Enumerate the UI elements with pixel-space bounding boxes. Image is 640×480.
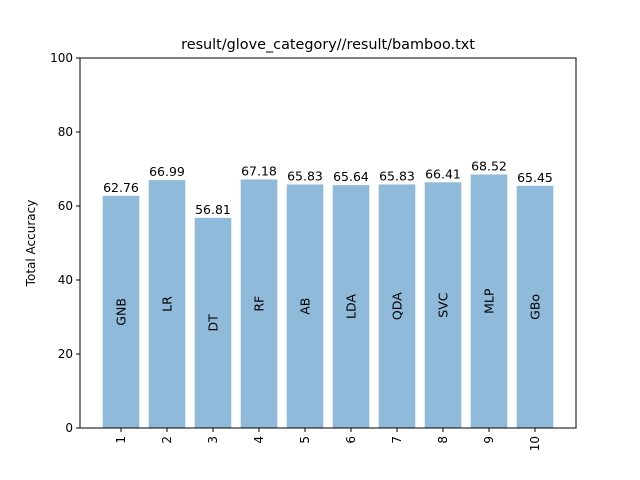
bar-name-label: DT [206,314,221,332]
bar-value-label: 56.81 [195,202,231,217]
x-tick-label: 5 [298,436,312,444]
bar [470,174,508,428]
bars-layer: 62.76 GNB 66.99 LR 56.81 DT 67.18 RF 65.83 AB 65.6… [102,158,554,428]
bar-name-label: SVC [436,292,451,317]
y-tick-label: 80 [58,125,73,139]
bar-name-label: GNB [114,298,129,326]
x-tick-label: 1 [114,436,128,444]
bar [332,185,370,428]
chart-title: result/glove_category//result/bamboo.txt [181,37,475,53]
bar-name-label: LDA [344,294,359,319]
x-tick-label: 8 [436,436,450,444]
bar-value-label: 65.83 [379,168,415,183]
y-tick-label: 40 [58,273,73,287]
y-tick-label: 0 [65,421,73,435]
bar [286,184,324,428]
bar-name-label: MLP [482,288,497,314]
y-tick-label: 20 [58,347,73,361]
bar-name-label: AB [298,298,313,315]
bar-name-label: LR [160,296,175,312]
x-tick-label: 2 [160,436,174,444]
y-axis-label: Total Accuracy [24,200,38,288]
y-tick-label: 60 [58,199,73,213]
y-tick-label: 100 [50,51,73,65]
bar [424,182,462,428]
x-tick-label: 9 [482,436,496,444]
x-tick-label: 4 [252,436,266,444]
bar-value-label: 66.99 [149,164,185,179]
bar [378,184,416,428]
bar-value-label: 65.83 [287,168,323,183]
bar [516,185,554,428]
bar-name-label: RF [252,296,267,312]
x-tick-label: 3 [206,436,220,444]
bar [240,179,278,428]
bar-name-label: GBo [528,294,543,320]
bar-value-label: 68.52 [471,158,507,173]
bar-name-label: QDA [390,292,405,320]
x-tick-label: 6 [344,436,358,444]
plot-frame [79,57,577,429]
bar-value-label: 66.41 [425,166,461,181]
bar [148,180,186,428]
bar-value-label: 62.76 [103,180,139,195]
bar-value-label: 65.45 [517,170,553,185]
bar-value-label: 67.18 [241,163,277,178]
x-tick-label: 7 [390,436,404,444]
bar-value-label: 65.64 [333,169,369,184]
bar [102,195,140,428]
x-tick-label: 10 [528,436,542,451]
bar [194,217,232,428]
